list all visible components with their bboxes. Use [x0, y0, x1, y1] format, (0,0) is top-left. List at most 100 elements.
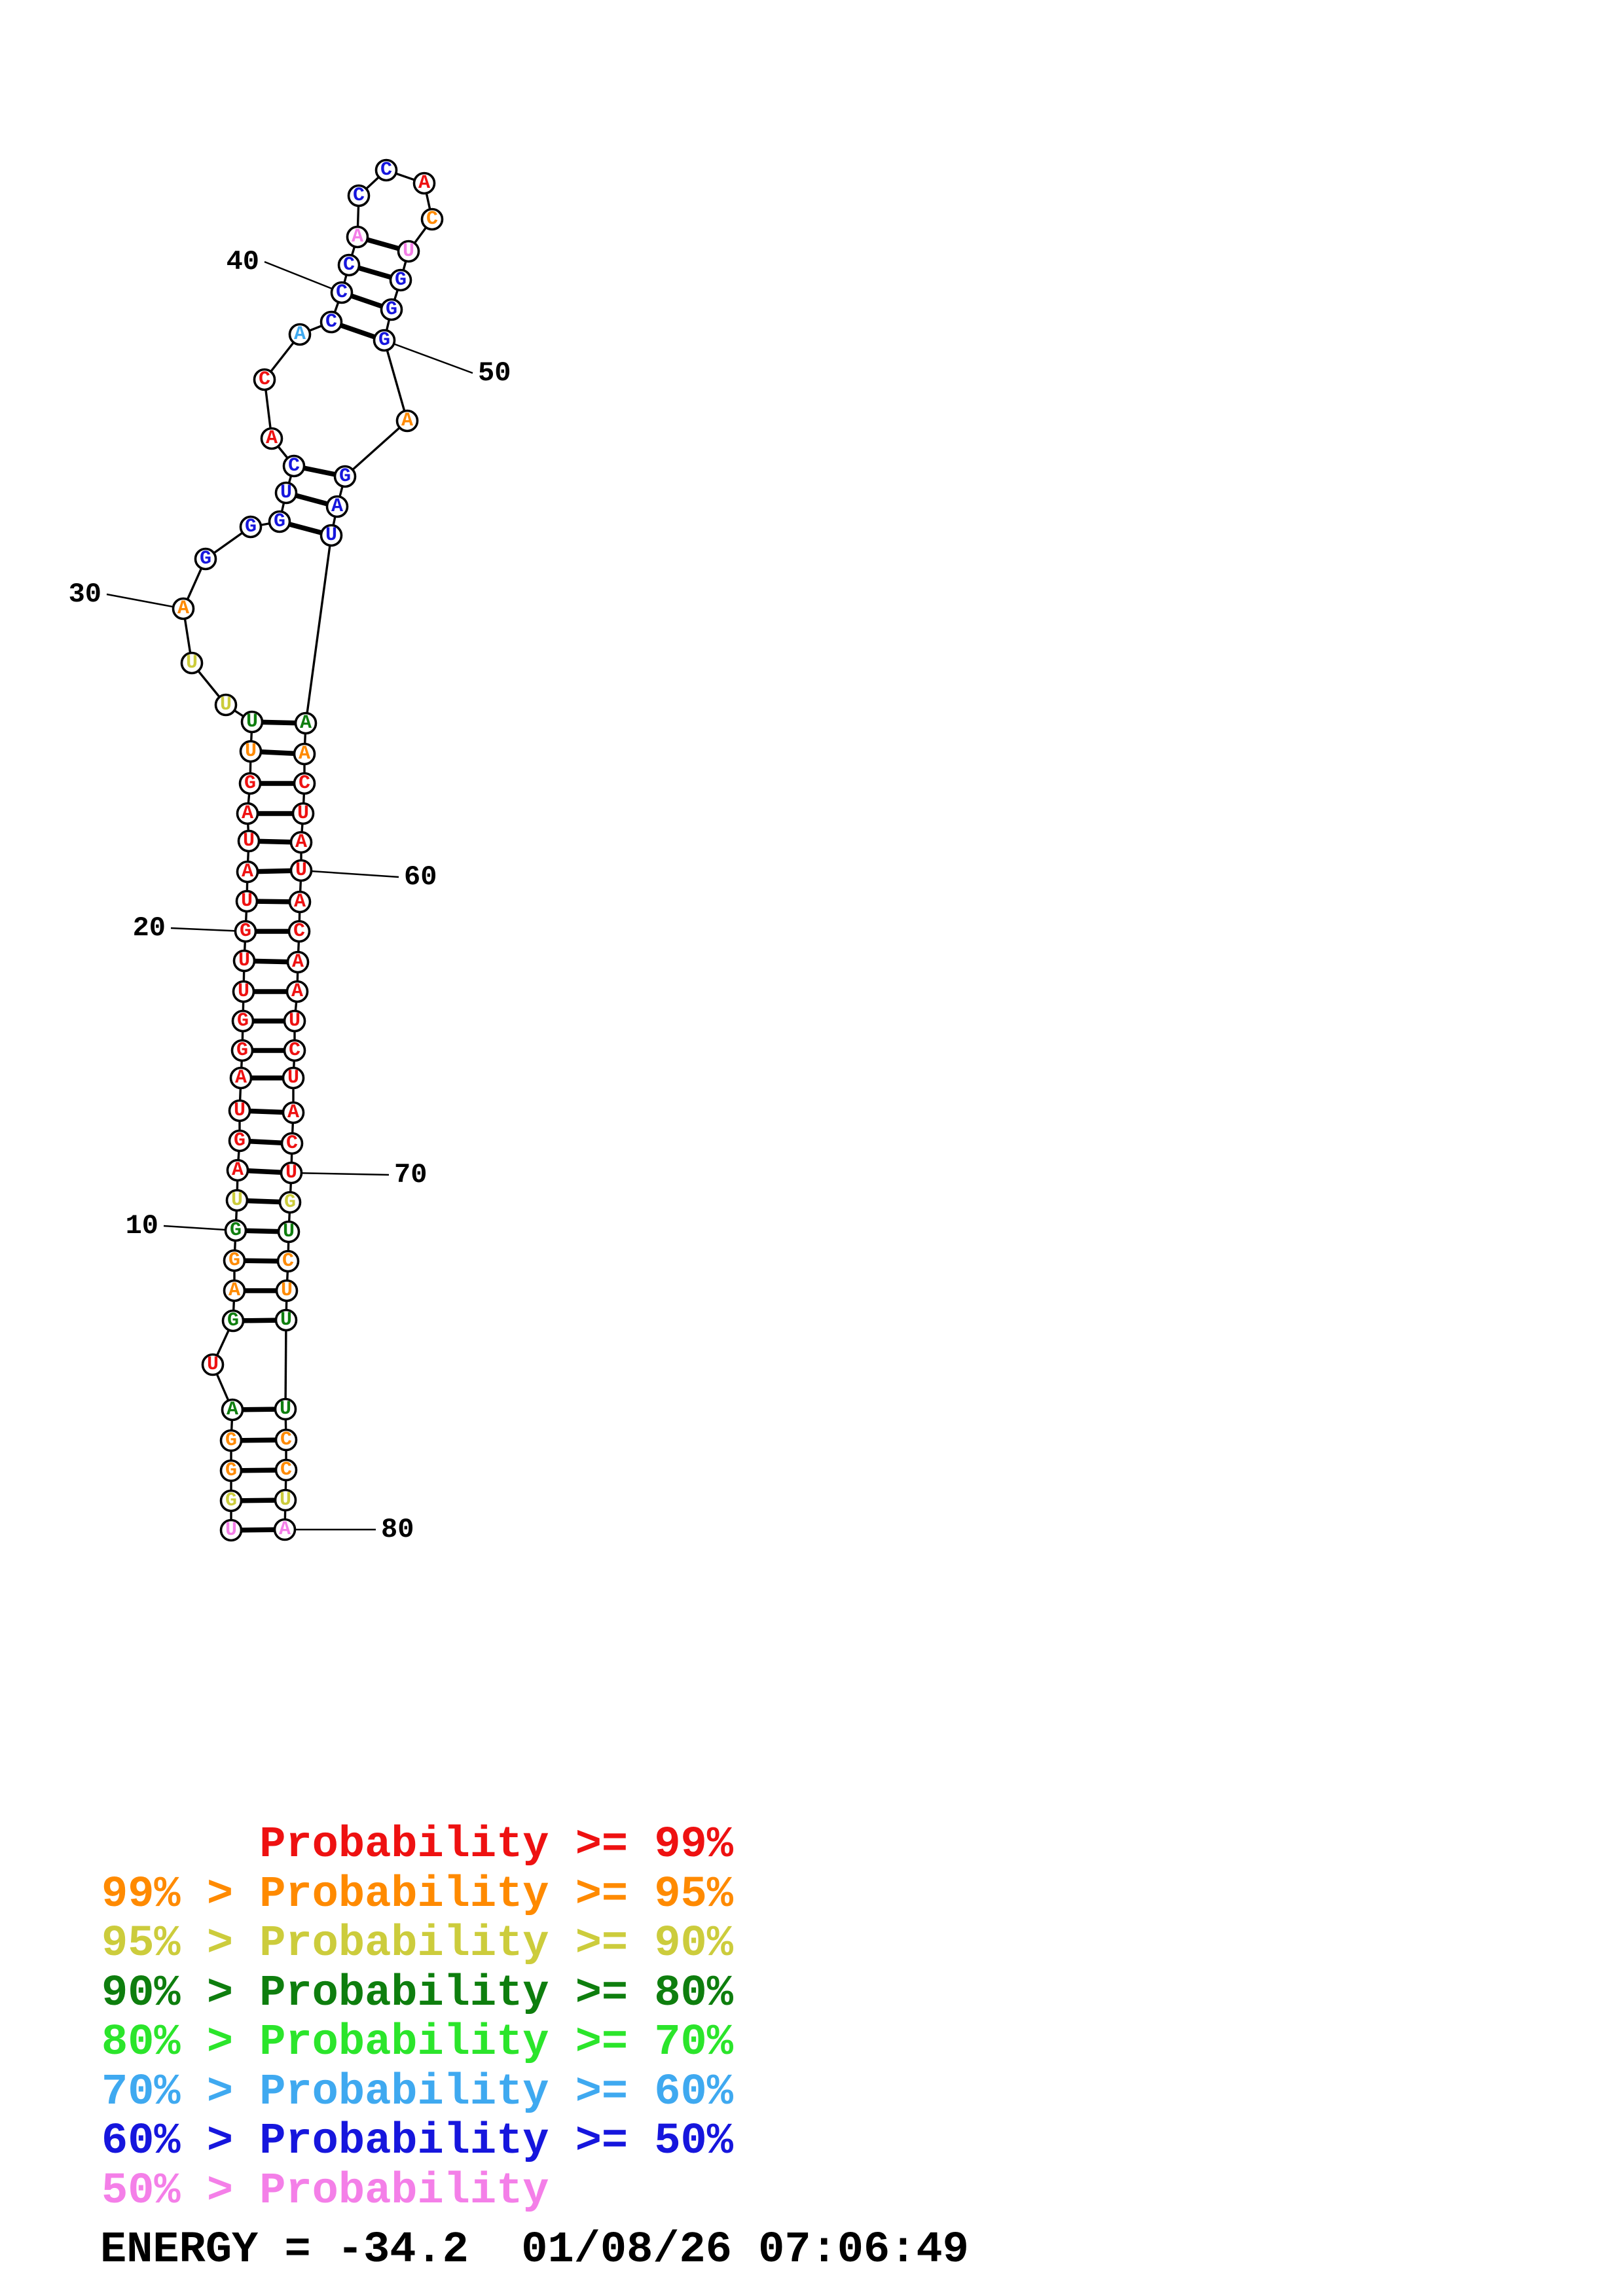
nucleotide-base-letter: G [228, 1249, 240, 1272]
nucleotide-base-letter: A [279, 1518, 291, 1541]
nucleotide-base-letter: G [395, 269, 407, 291]
nucleotide-base-letter: A [177, 598, 189, 620]
nucleotide-base-letter: G [339, 465, 351, 488]
legend-line-70-80: 80% > Probability >= 70% [101, 2018, 734, 2068]
nucleotide-base-letter: G [244, 772, 256, 795]
label-leader-line [301, 869, 399, 878]
nucleotide-base-letter: U [241, 890, 253, 912]
nucleotide-circle [389, 268, 412, 292]
legend-line-90-95: 95% > Probability >= 90% [101, 1919, 734, 1969]
nucleotide-circle [231, 1009, 255, 1033]
nucleotide-circle [219, 1489, 243, 1513]
nucleotide-base-letter: U [245, 740, 257, 762]
nucleotide-circle [277, 1220, 301, 1244]
nucleotide-base-letter: C [280, 1429, 292, 1451]
nucleotide-base-letter: C [288, 455, 300, 477]
nucleotide-base-letter: U [280, 1398, 291, 1420]
nucleotide-circle [333, 465, 357, 488]
nucleotide-circle [274, 1488, 297, 1512]
nucleotide-circle [274, 481, 298, 505]
nucleotide-base-letter: C [282, 1250, 294, 1272]
nucleotide-circle [286, 950, 310, 974]
nucleotide-circle [278, 1191, 302, 1214]
nucleotide-circle [285, 980, 309, 1003]
label-leader-line [384, 339, 473, 374]
nucleotide-base-letter: G [274, 511, 285, 533]
nucleotide-circle [293, 742, 316, 766]
nucleotide-circle [180, 651, 204, 675]
nucleotide-base-letter: U [403, 240, 414, 262]
nucleotide-circle [275, 1279, 299, 1302]
nucleotide-base-letter: C [325, 311, 337, 333]
nucleotide-circle [232, 980, 255, 1003]
nucleotide-circle [291, 802, 315, 825]
nucleotide-circle [268, 510, 291, 533]
nucleotide-circle [228, 1099, 251, 1122]
nucleotide-circle [374, 158, 398, 182]
legend-line-80-90: 90% > Probability >= 80% [101, 1969, 734, 2018]
nucleotide-circle [237, 829, 261, 853]
nucleotide-circle [346, 225, 369, 249]
nucleotide-base-letter: A [331, 495, 343, 518]
nucleotide-circle [273, 1518, 297, 1541]
energy-text: ENERGY = -34.2 01/08/26 07:06:49 [100, 2225, 969, 2275]
nucleotide-base-letter: A [287, 1102, 299, 1124]
nucleotide-base-letter: U [186, 652, 198, 674]
backbone-segment [383, 340, 409, 422]
nucleotide-base-letter: C [286, 1132, 298, 1155]
nucleotide-circle [239, 515, 263, 539]
nucleotide-circle [232, 949, 256, 973]
nucleotide-circle [224, 1219, 247, 1242]
nucleotide-base-letter: C [426, 208, 438, 230]
nucleotide-base-letter: A [299, 743, 310, 765]
label-leader-line [170, 927, 246, 933]
legend-line-ge99: Probability >= 99% [101, 1820, 734, 1870]
nucleotide-base-letter: U [234, 1100, 246, 1122]
position-label: 70 [394, 1159, 427, 1191]
nucleotide-base-letter: U [280, 1309, 292, 1331]
label-leader-line [106, 593, 184, 610]
nucleotide-circle [294, 711, 318, 735]
nucleotide-circle [214, 693, 238, 717]
nucleotide-circle [225, 1189, 249, 1212]
backbone-segment [344, 420, 409, 478]
nucleotide-base-letter: U [289, 1010, 301, 1032]
nucleotide-base-letter: G [200, 548, 211, 570]
position-label: 60 [404, 861, 437, 893]
nucleotide-circle [236, 860, 259, 884]
legend-line-60-70: 70% > Probability >= 60% [101, 2068, 734, 2117]
backbone-segment [304, 535, 333, 724]
nucleotide-circle [280, 1132, 304, 1155]
nucleotide-base-letter: C [280, 1459, 292, 1481]
nucleotide-circle [253, 368, 276, 391]
nucleotide-circle [274, 1428, 298, 1452]
nucleotide-base-letter: A [291, 980, 303, 1003]
nucleotide-base-letter: A [292, 951, 304, 973]
probability-legend: Probability >= 99% 99% > Probability >= … [101, 1820, 734, 2216]
nucleotide-base-letter: G [284, 1191, 296, 1213]
backbone-segment [284, 1319, 287, 1410]
nucleotide-circle [288, 890, 312, 914]
nucleotide-circle [397, 240, 420, 263]
nucleotide-circle [347, 184, 371, 207]
nucleotide-base-letter: U [243, 830, 255, 852]
legend-line-95-99: 99% > Probability >= 95% [101, 1870, 734, 1920]
nucleotide-base-letter: G [225, 1460, 237, 1482]
nucleotide-base-letter: G [386, 298, 397, 321]
nucleotide-circle [219, 1429, 243, 1452]
nucleotide-circle [230, 1039, 254, 1062]
label-leader-line [264, 260, 342, 294]
nucleotide-circle [289, 859, 313, 882]
nucleotide-base-letter: U [207, 1354, 219, 1376]
nucleotide-base-letter: A [418, 172, 430, 194]
nucleotide-base-letter: C [380, 159, 392, 181]
nucleotide-base-letter: C [353, 185, 365, 207]
nucleotide-base-letter: G [378, 329, 390, 351]
nucleotide-circle [319, 524, 343, 547]
nucleotide-circle [221, 1398, 244, 1422]
position-label: 40 [227, 246, 259, 278]
nucleotide-circle [276, 1249, 300, 1273]
legend-line-50-60: 60% > Probability >= 50% [101, 2117, 734, 2166]
label-leader-line [163, 1225, 236, 1232]
